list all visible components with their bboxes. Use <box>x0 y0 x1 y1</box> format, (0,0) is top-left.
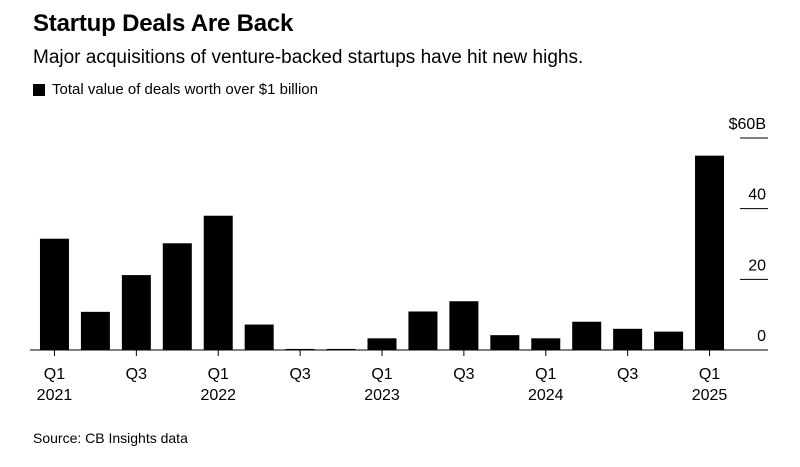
y-tick-label-40: 40 <box>748 187 766 204</box>
bar-q2-2021 <box>80 311 110 350</box>
bar-q4-2023 <box>490 335 520 350</box>
x-tick-label-16: Q1 <box>699 366 720 383</box>
bar-q3-2022 <box>285 348 315 350</box>
x-tick-year-16: 2025 <box>692 387 728 404</box>
chart-title: Startup Deals Are Back <box>33 10 294 37</box>
x-tick-label-6: Q3 <box>289 366 310 383</box>
chart-subtitle: Major acquisitions of venture-backed sta… <box>33 47 584 68</box>
y-tick-label-60: $60B <box>729 116 766 133</box>
y-tick-label-0: 0 <box>757 328 766 345</box>
bar-q3-2024 <box>613 328 643 350</box>
x-tick-label-8: Q1 <box>371 366 392 383</box>
bar-q2-2022 <box>244 324 274 350</box>
bar-q4-2021 <box>162 243 192 350</box>
x-tick-year-4: 2022 <box>200 387 236 404</box>
bar-q3-2021 <box>121 275 151 350</box>
bar-q3-2023 <box>449 301 479 350</box>
y-tick-label-20: 20 <box>748 257 766 274</box>
bar-q1-2022 <box>203 215 233 350</box>
x-tick-year-12: 2024 <box>528 387 564 404</box>
x-tick-label-14: Q3 <box>617 366 638 383</box>
x-tick-year-0: 2021 <box>37 387 73 404</box>
bar-q2-2023 <box>408 311 438 350</box>
bar-q1-2021 <box>39 238 69 350</box>
x-tick-label-10: Q3 <box>453 366 474 383</box>
x-tick-label-4: Q1 <box>208 366 229 383</box>
legend-label: Total value of deals worth over $1 billi… <box>52 81 318 98</box>
source-note: Source: CB Insights data <box>33 430 188 446</box>
bar-q1-2025 <box>695 155 725 350</box>
bar-q1-2024 <box>531 338 561 350</box>
legend: Total value of deals worth over $1 billi… <box>33 81 318 98</box>
legend-swatch <box>33 83 45 96</box>
x-tick-year-8: 2023 <box>364 387 400 404</box>
x-tick-label-0: Q1 <box>44 366 65 383</box>
bar-q2-2024 <box>572 321 602 350</box>
x-tick-label-2: Q3 <box>126 366 147 383</box>
x-tick-label-12: Q1 <box>535 366 556 383</box>
bar-q4-2022 <box>326 348 356 350</box>
bar-q1-2023 <box>367 338 397 350</box>
bar-q4-2024 <box>654 331 684 350</box>
